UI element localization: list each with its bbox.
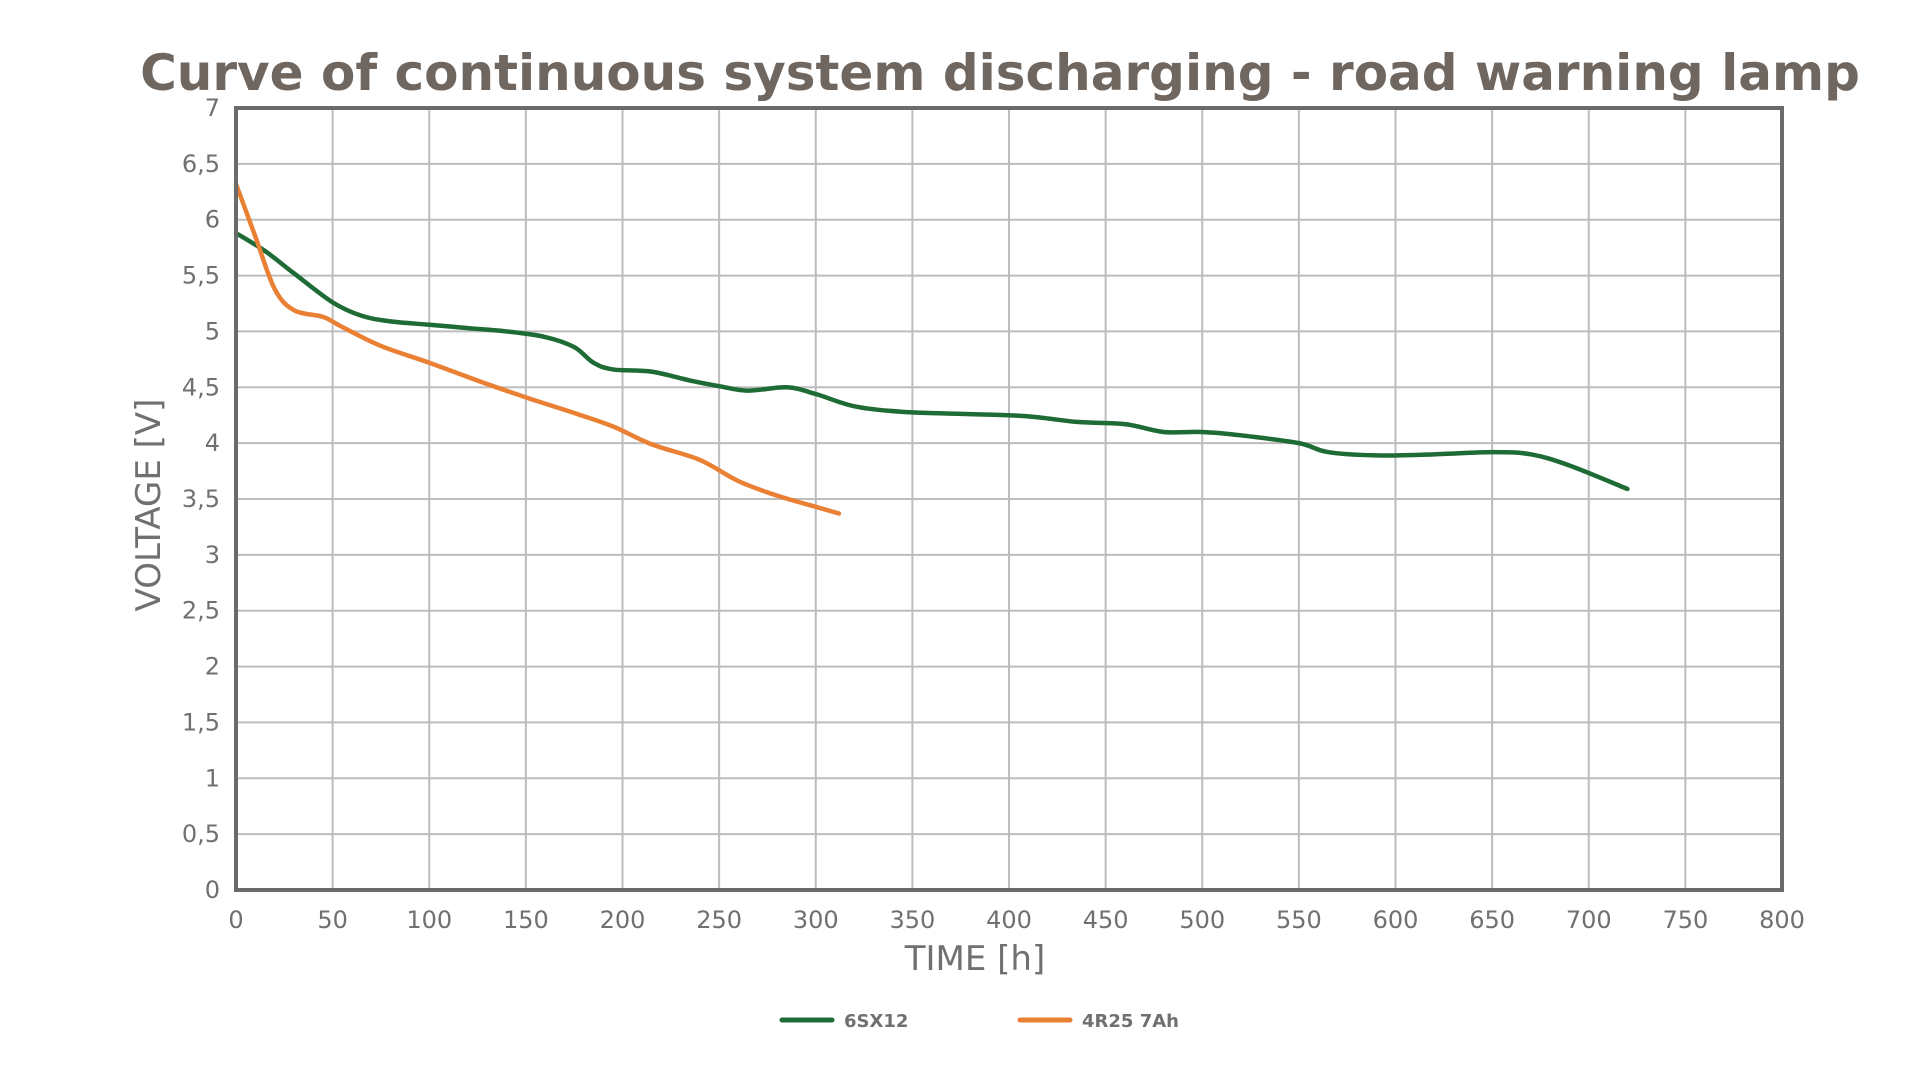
x-tick-label: 150 [503,906,549,934]
grid-lines [236,108,1782,890]
y-tick-label: 1,5 [182,708,220,736]
legend-label-1: 4R25 7Ah [1082,1011,1179,1032]
x-tick-label: 350 [889,906,935,934]
x-tick-label: 800 [1759,906,1805,934]
y-tick-label: 5 [205,317,220,345]
legend-label-0: 6SX12 [844,1011,908,1032]
y-tick-label: 4,5 [182,373,220,401]
x-tick-label: 450 [1083,906,1129,934]
y-tick-label: 7 [205,94,220,122]
legend: 6SX12 4R25 7Ah [779,1011,1179,1032]
x-tick-label: 750 [1662,906,1708,934]
x-tick-label: 550 [1276,906,1322,934]
x-tick-label: 500 [1179,906,1225,934]
x-tick-label: 0 [228,906,243,934]
y-tick-label: 2,5 [182,597,220,625]
series-line-1 [233,181,842,516]
x-tick-label: 700 [1566,906,1612,934]
x-axis-label: TIME [h] [904,939,1046,979]
x-tick-label: 50 [317,906,348,934]
x-tick-label: 250 [696,906,742,934]
y-tick-label: 4 [205,429,220,457]
series-line-0 [233,230,1630,492]
y-tick-label: 6,5 [182,150,220,178]
y-tick-label: 6 [205,206,220,234]
y-tick-label: 0,5 [182,820,220,848]
tick-labels: 0 50 100 150 200 250 300 350 400 450 500 550 600 650 7… [182,94,1805,934]
y-tick-label: 0 [205,876,220,904]
series-lines [233,181,1630,516]
x-tick-label: 650 [1469,906,1515,934]
y-tick-label: 2 [205,653,220,681]
x-tick-label: 300 [793,906,839,934]
y-tick-label: 5,5 [182,262,220,290]
x-tick-label: 100 [406,906,452,934]
y-tick-label: 3,5 [182,485,220,513]
x-tick-label: 200 [600,906,646,934]
x-tick-label: 400 [986,906,1032,934]
x-tick-label: 600 [1373,906,1419,934]
plot-frame [234,106,1784,892]
y-axis-label: VOLTAGE [V] [129,399,169,612]
y-tick-label: 3 [205,541,220,569]
chart-title: Curve of continuous system discharging -… [140,44,1860,102]
y-tick-label: 1 [205,764,220,792]
